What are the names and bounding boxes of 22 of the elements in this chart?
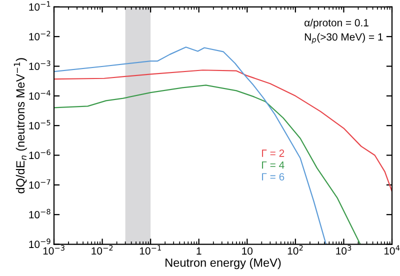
series-label: Γ = 6 bbox=[262, 173, 284, 181]
x-tick-label: 1 bbox=[196, 247, 202, 255]
y-axis-title: dQ/dE$_{n}$ (neutrons MeV$^{−1}$) bbox=[14, 58, 27, 194]
y-tick-label: 10$^{−8}$ bbox=[29, 208, 50, 218]
text: Γ = 2 bbox=[262, 150, 284, 157]
y-tick-label: 10$^{−1}$ bbox=[29, 1, 50, 11]
y-tick-label: 10$^{−3}$ bbox=[29, 60, 50, 70]
y-tick-label: 10$^{−4}$ bbox=[29, 90, 50, 100]
y-tick-label: 10$^{−7}$ bbox=[29, 179, 50, 189]
x-axis-title: Neutron energy (MeV) bbox=[166, 258, 281, 270]
x-tick-label: 10$^{3}$ bbox=[336, 245, 352, 255]
annotation: N$_{p}$(>30 MeV) = 1 bbox=[304, 33, 383, 44]
text: Γ = 4 bbox=[262, 161, 284, 169]
x-tick-label: 10$^{4}$ bbox=[384, 245, 400, 255]
y-tick-label: 10$^{−6}$ bbox=[29, 150, 50, 160]
y-tick-label: 10$^{−5}$ bbox=[29, 120, 50, 130]
x-tick-label: 10$^{−1}$ bbox=[140, 245, 161, 255]
x-tick-label: 10$^{−2}$ bbox=[92, 245, 113, 255]
x-tick-label: 10$^{2}$ bbox=[288, 245, 303, 255]
y-tick-label: 10$^{−2}$ bbox=[29, 30, 50, 40]
x-tick-label: 10 bbox=[242, 247, 253, 255]
annotation: α/proton = 0.1 bbox=[304, 18, 368, 28]
